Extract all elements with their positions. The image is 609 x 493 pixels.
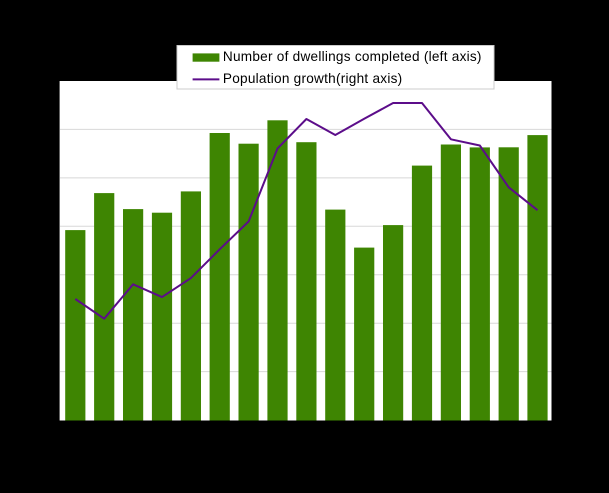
svg-text:Population growth(right axis): Population growth(right axis) <box>223 71 403 86</box>
svg-text:Number of dwellings completed: Number of dwellings completed (left axis… <box>223 49 482 64</box>
